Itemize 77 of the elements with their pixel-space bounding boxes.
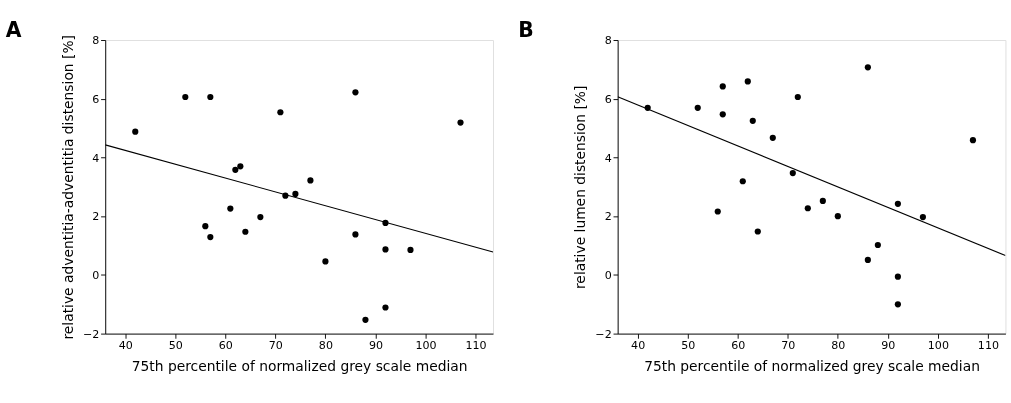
point — [719, 111, 726, 118]
point — [202, 223, 209, 230]
x-tick-label: 70 — [781, 338, 796, 352]
point — [382, 246, 389, 253]
x-tick-label: 50 — [168, 338, 183, 352]
point — [744, 78, 751, 85]
point — [207, 233, 214, 241]
x-tick-label: 90 — [368, 338, 383, 352]
y-tick-label: 4 — [604, 151, 612, 165]
point — [362, 316, 369, 323]
point — [789, 169, 796, 177]
y-tick-label: 6 — [92, 92, 100, 106]
point — [739, 178, 746, 185]
point — [457, 119, 464, 126]
y-tick-label: 8 — [604, 34, 612, 48]
point — [382, 304, 389, 311]
point — [819, 197, 826, 205]
point — [864, 256, 871, 264]
x-tick-label: 60 — [731, 338, 746, 352]
chart-title: B — [518, 18, 534, 43]
point — [714, 208, 721, 215]
point — [834, 213, 841, 220]
chart-title: A — [5, 18, 22, 43]
x-tick-label: 70 — [268, 338, 283, 352]
point — [277, 109, 284, 116]
y-tick-label: 4 — [92, 151, 100, 165]
x-tick-label: 80 — [831, 338, 846, 352]
x-tick-label: 90 — [881, 338, 896, 352]
point — [969, 137, 977, 144]
point — [242, 228, 249, 235]
y-tick-label: 6 — [604, 92, 612, 106]
point — [694, 104, 701, 111]
point — [132, 128, 139, 135]
point — [232, 166, 239, 173]
point — [307, 177, 314, 184]
y-axis-title: relative adventitia-adventitia distension [%] — [59, 35, 76, 340]
point — [352, 89, 359, 96]
point — [754, 228, 761, 235]
x-tick-label: 40 — [631, 338, 646, 352]
x-tick-label: 110 — [465, 338, 487, 352]
point — [894, 301, 901, 308]
point — [894, 273, 901, 280]
point — [769, 134, 776, 141]
y-tick-label: −2 — [595, 327, 612, 341]
point — [352, 231, 359, 238]
x-axis-title: 75th percentile of normalized grey scale median — [644, 358, 980, 375]
x-tick-label: 40 — [118, 338, 133, 352]
point — [182, 93, 189, 101]
x-tick-label: 100 — [415, 338, 437, 352]
point — [292, 190, 299, 197]
x-tick-label: 50 — [681, 338, 696, 352]
point — [864, 64, 871, 71]
y-tick-label: −2 — [82, 327, 100, 341]
point — [794, 93, 801, 101]
x-tick-label: 80 — [318, 338, 333, 352]
y-tick-label: 8 — [92, 34, 100, 48]
y-tick-label: 2 — [92, 210, 100, 224]
y-tick-label: 0 — [92, 269, 100, 283]
point — [257, 213, 264, 221]
point — [719, 83, 726, 90]
point — [804, 205, 811, 212]
point — [919, 213, 926, 221]
point — [894, 200, 901, 207]
point — [227, 205, 234, 212]
y-tick-label: 2 — [604, 210, 612, 224]
point — [322, 258, 329, 265]
point — [749, 117, 756, 124]
x-tick-label: 100 — [927, 338, 949, 352]
x-axis-title: 75th percentile of normalized grey scale median — [131, 358, 468, 375]
point — [237, 163, 244, 170]
point — [874, 241, 881, 249]
x-tick-label: 60 — [218, 338, 233, 352]
point — [207, 93, 214, 101]
point — [407, 246, 414, 254]
x-tick-label: 110 — [977, 338, 999, 352]
y-tick-label: 0 — [604, 269, 612, 283]
y-axis-title: relative lumen distension [%] — [572, 85, 589, 290]
